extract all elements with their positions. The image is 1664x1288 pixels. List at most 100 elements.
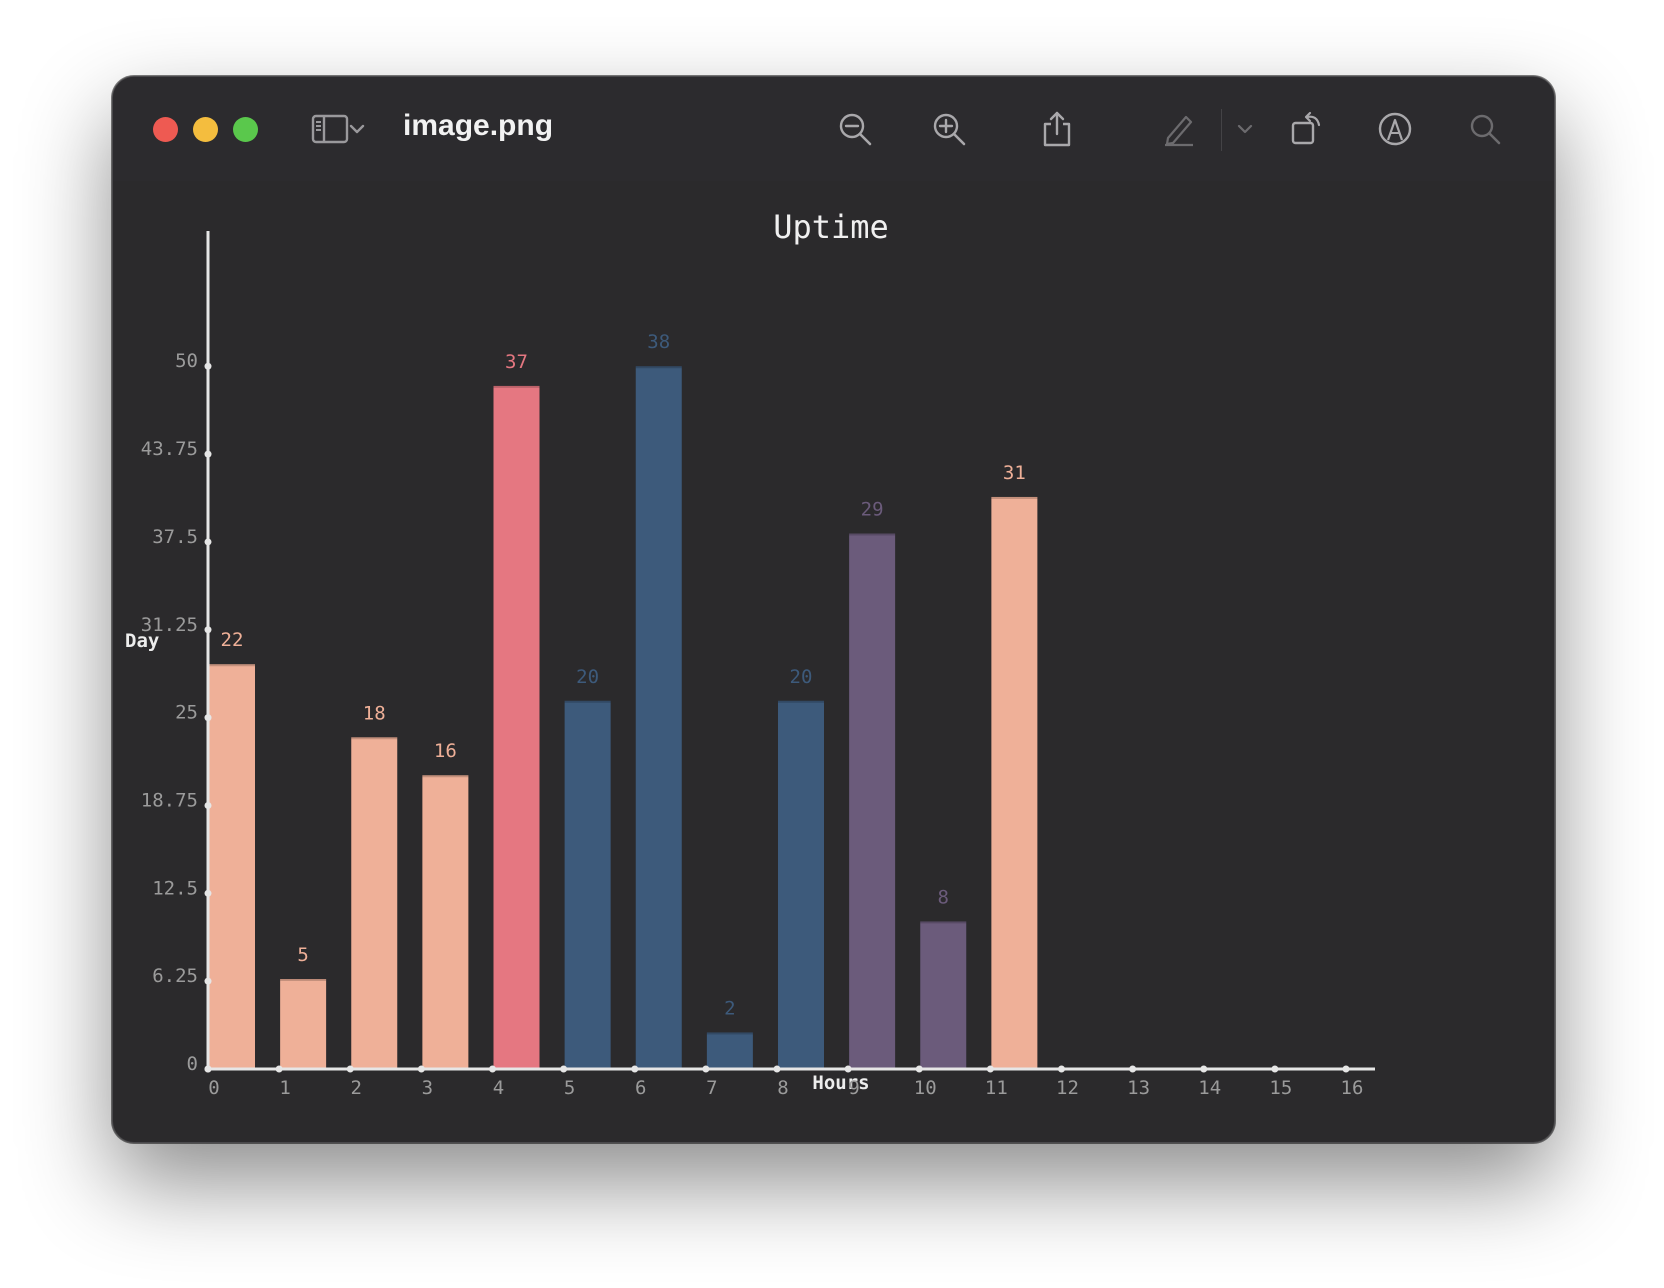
- x-tick-mark: [844, 1065, 852, 1073]
- chevron-down-icon: [1237, 124, 1253, 134]
- x-tick-mark: [915, 1065, 923, 1073]
- y-tick-mark: [204, 977, 212, 985]
- bar-6: [635, 366, 682, 1070]
- bars-layer: 22 5 18 16 37 20 38 2 20 29 8 31: [209, 331, 1038, 1070]
- x-tick-label: 5: [564, 1077, 575, 1099]
- x-tick-mark: [1271, 1065, 1279, 1073]
- x-tick-mark: [631, 1065, 639, 1073]
- y-tick-label: 37.5: [152, 526, 198, 548]
- x-tick-mark: [1342, 1065, 1350, 1073]
- rotate-button[interactable]: [1285, 107, 1329, 151]
- y-tick-mark: [204, 450, 212, 458]
- x-tick-label: 8: [777, 1077, 788, 1099]
- preview-window: image.png: [112, 76, 1555, 1143]
- bar-data-label-11: 31: [1003, 462, 1026, 484]
- y-tick-label: 12.5: [152, 877, 198, 899]
- markup-pen-button[interactable]: [1157, 107, 1201, 151]
- bar-data-label-9: 29: [861, 499, 884, 521]
- x-tick-mark: [275, 1065, 283, 1073]
- y-tick-label: 6.25: [152, 965, 198, 987]
- share-button[interactable]: [1035, 107, 1079, 151]
- toolbar-divider: [1221, 109, 1222, 151]
- y-tick-label: 43.75: [141, 438, 198, 460]
- x-tick-mark: [417, 1065, 425, 1073]
- bar-9: [849, 533, 896, 1069]
- bar-data-label-6: 38: [647, 331, 670, 353]
- y-tick-mark: [204, 714, 212, 722]
- zoom-out-icon: [839, 113, 872, 146]
- fullscreen-window-button[interactable]: [233, 117, 258, 142]
- bar-2: [351, 737, 398, 1069]
- bar-3: [422, 775, 469, 1069]
- bar-1: [280, 979, 327, 1069]
- x-tick-mark: [702, 1065, 710, 1073]
- annotate-button[interactable]: [1373, 107, 1417, 151]
- bar-data-label-10: 8: [938, 886, 949, 908]
- search-icon: [1470, 114, 1501, 145]
- y-tick-mark: [204, 801, 212, 809]
- sidebar-toggle-button[interactable]: [308, 107, 352, 151]
- x-tick-label: 11: [985, 1077, 1008, 1099]
- zoom-out-button[interactable]: [833, 107, 877, 151]
- x-tick-label: 2: [351, 1077, 362, 1099]
- x-tick-label: 16: [1341, 1077, 1364, 1099]
- bar-data-label-7: 2: [724, 997, 735, 1019]
- y-tick-label: 0: [187, 1053, 198, 1075]
- x-axis-label: Hours: [812, 1072, 869, 1094]
- x-tick-label: 15: [1269, 1077, 1292, 1099]
- bar-8: [778, 700, 824, 1069]
- bar-data-label-3: 16: [434, 740, 457, 762]
- markup-options-button[interactable]: [1233, 107, 1257, 151]
- bar-data-label-2: 18: [363, 702, 386, 724]
- close-window-button[interactable]: [153, 117, 178, 142]
- document-title: image.png: [403, 109, 554, 142]
- x-tick-label: 7: [706, 1077, 717, 1099]
- minimize-window-button[interactable]: [193, 117, 218, 142]
- x-tick-label: 12: [1056, 1077, 1079, 1099]
- chevron-down-icon: [349, 124, 365, 134]
- x-tick-mark: [1200, 1065, 1208, 1073]
- y-tick-label: 18.75: [141, 789, 198, 811]
- bar-11: [991, 496, 1038, 1070]
- x-tick-mark: [1129, 1065, 1137, 1073]
- y-tick-mark: [204, 626, 212, 634]
- x-tick-mark: [489, 1065, 496, 1073]
- bar-data-label-0: 22: [221, 629, 244, 651]
- share-icon: [1043, 111, 1071, 147]
- y-axis-label: Day: [125, 630, 159, 652]
- sidebar-icon: [311, 114, 349, 144]
- document-canvas: Uptime Day Hours 22 5 18 16 37 20 38 2 20 29 8 31 0…: [113, 181, 1554, 1142]
- bar-7: [706, 1032, 753, 1069]
- x-tick-mark: [986, 1065, 994, 1073]
- search-button[interactable]: [1463, 107, 1507, 151]
- x-tick-label: 3: [422, 1077, 433, 1099]
- x-tick-mark: [346, 1065, 354, 1073]
- zoom-in-button[interactable]: [927, 107, 971, 151]
- zoom-in-icon: [933, 113, 966, 146]
- bar-0: [209, 664, 255, 1069]
- y-tick-label: 31.25: [141, 614, 198, 636]
- x-tick-label: 4: [493, 1077, 504, 1099]
- rotate-icon: [1291, 111, 1321, 145]
- x-tick-label: 13: [1127, 1077, 1150, 1099]
- title-bar: image.png: [113, 77, 1554, 181]
- bar-data-label-5: 20: [576, 666, 599, 688]
- x-tick-mark: [560, 1065, 568, 1073]
- x-tick-label: 0: [208, 1077, 219, 1099]
- x-tick-mark: [204, 1065, 212, 1073]
- y-tick-mark: [204, 889, 212, 897]
- x-tick-label: 1: [279, 1077, 290, 1099]
- x-tick-mark: [773, 1065, 781, 1073]
- bar-data-label-8: 20: [790, 666, 813, 688]
- bar-5: [564, 700, 611, 1069]
- sidebar-options-button[interactable]: [345, 107, 369, 151]
- y-tick-mark: [204, 362, 212, 370]
- y-tick-label: 25: [175, 702, 198, 724]
- y-tick-mark: [204, 538, 212, 546]
- annotate-icon: [1378, 112, 1412, 146]
- y-tick-label: 50: [175, 350, 198, 372]
- x-tick-label: 10: [914, 1077, 937, 1099]
- x-tick-label: 14: [1198, 1077, 1221, 1099]
